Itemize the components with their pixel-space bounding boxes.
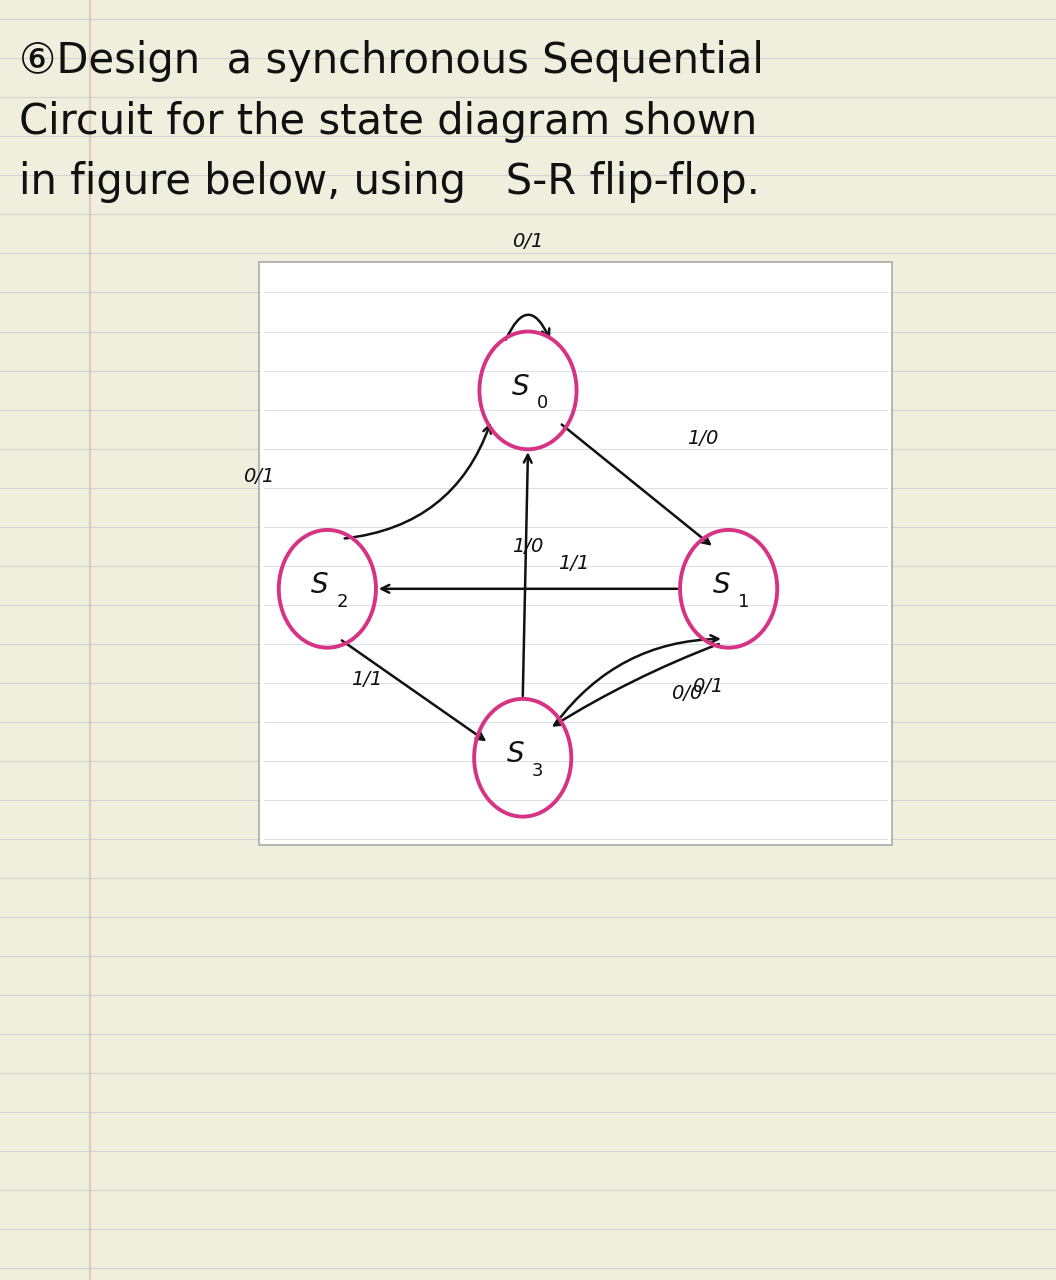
Text: Circuit for the state diagram shown: Circuit for the state diagram shown [19, 101, 757, 142]
Text: 1/0: 1/0 [686, 429, 718, 448]
Text: ⑥Design  a synchronous Sequential: ⑥Design a synchronous Sequential [19, 41, 763, 82]
Text: 0/1: 0/1 [243, 467, 275, 486]
Text: 1: 1 [738, 593, 749, 611]
Text: 1/1: 1/1 [558, 554, 589, 573]
Text: 0/1: 0/1 [512, 233, 544, 251]
Text: in figure below, using   S-R flip-flop.: in figure below, using S-R flip-flop. [19, 161, 760, 202]
FancyBboxPatch shape [259, 262, 892, 845]
Text: S: S [312, 571, 328, 599]
Text: 2: 2 [337, 593, 347, 611]
Text: 3: 3 [532, 762, 543, 780]
Text: S: S [512, 372, 529, 401]
Text: 0: 0 [538, 394, 548, 412]
Text: 0/0: 0/0 [671, 685, 702, 703]
Text: S: S [507, 740, 524, 768]
Text: 1/0: 1/0 [512, 538, 544, 556]
Text: 1/1: 1/1 [352, 671, 382, 689]
Text: S: S [713, 571, 730, 599]
Text: 0/1: 0/1 [692, 677, 723, 695]
